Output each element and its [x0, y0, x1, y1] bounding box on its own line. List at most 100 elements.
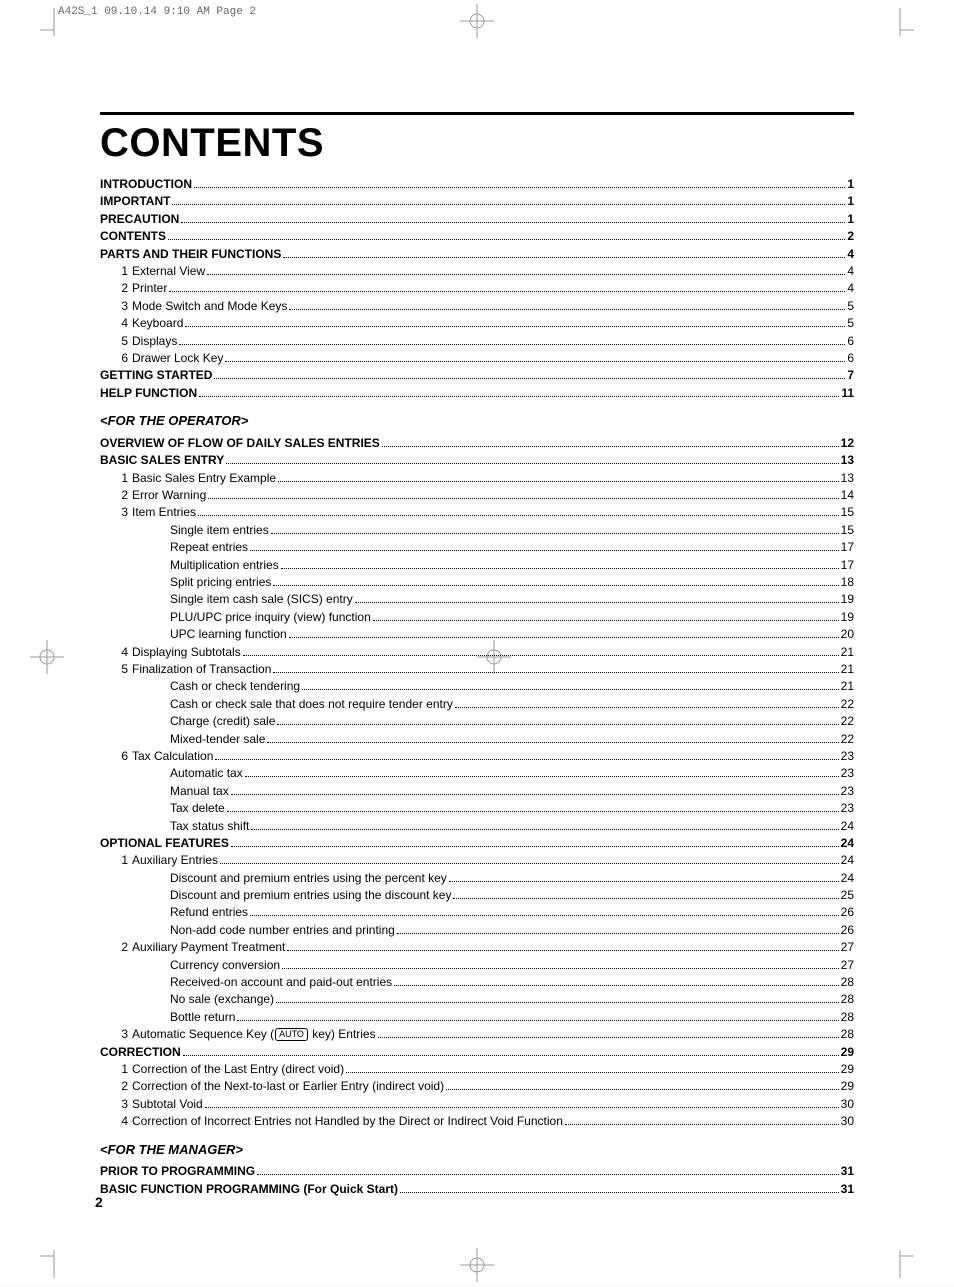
- toc-label: Correction of Incorrect Entries not Hand…: [132, 1113, 563, 1130]
- toc-page: 1: [847, 193, 854, 210]
- toc-leader: [397, 924, 839, 934]
- toc-leader: [214, 370, 845, 380]
- toc-page: 21: [841, 678, 854, 695]
- toc-label: PLU/UPC price inquiry (view) function: [170, 609, 371, 626]
- toc-label: Multiplication entries: [170, 557, 279, 574]
- toc-page: 23: [841, 748, 854, 765]
- toc-leader: [226, 455, 838, 465]
- toc-label: CORRECTION: [100, 1044, 181, 1061]
- toc-number: 5: [118, 661, 132, 678]
- toc-label: IMPORTANT: [100, 193, 170, 210]
- toc-label: Error Warning: [132, 487, 206, 504]
- toc-leader: [257, 1166, 839, 1176]
- toc-page: 4: [847, 263, 854, 280]
- toc-number: 4: [118, 644, 132, 661]
- toc-label: Non-add code number entries and printing: [170, 922, 395, 939]
- toc-leader: [220, 855, 839, 865]
- toc-leader: [205, 1098, 839, 1108]
- toc-leader: [185, 318, 845, 328]
- toc-number: 4: [118, 315, 132, 332]
- toc-page: 15: [841, 504, 854, 521]
- toc-label: Charge (credit) sale: [170, 713, 275, 730]
- toc-page: 27: [841, 957, 854, 974]
- toc-row: 5Displays6: [100, 333, 854, 350]
- toc-page: 4: [847, 280, 854, 297]
- toc-leader: [207, 265, 845, 275]
- toc-row: Single item cash sale (SICS) entry19: [100, 591, 854, 608]
- toc-page: 27: [841, 939, 854, 956]
- toc-leader: [172, 196, 845, 206]
- toc-row: No sale (exchange)28: [100, 991, 854, 1008]
- toc-leader: [250, 907, 839, 917]
- page-title: CONTENTS: [100, 121, 854, 166]
- toc-row: Refund entries26: [100, 904, 854, 921]
- toc-page: 4: [847, 246, 854, 263]
- toc-page: 24: [841, 835, 854, 852]
- toc-leader: [237, 1011, 838, 1021]
- toc-row: BASIC SALES ENTRY13: [100, 452, 854, 469]
- toc-label: Repeat entries: [170, 539, 248, 556]
- toc-section-header: <FOR THE OPERATOR>: [100, 412, 854, 431]
- toc-label: Displaying Subtotals: [132, 644, 241, 661]
- crop-mark-icon: [40, 1250, 68, 1278]
- toc-row: PRECAUTION1: [100, 211, 854, 228]
- toc-label: Discount and premium entries using the d…: [170, 887, 451, 904]
- toc-number: 2: [118, 939, 132, 956]
- toc-leader: [273, 576, 838, 586]
- toc-page: 5: [847, 298, 854, 315]
- auto-key-icon: AUTO: [275, 1028, 308, 1041]
- toc-row: PRIOR TO PROGRAMMING31: [100, 1163, 854, 1180]
- toc-leader: [276, 994, 839, 1004]
- toc-page: 23: [841, 765, 854, 782]
- toc-row: INTRODUCTION 1: [100, 176, 854, 193]
- toc-label: Displays: [132, 333, 177, 350]
- toc-label: Auxiliary Payment Treatment: [132, 939, 285, 956]
- toc-number: 3: [118, 298, 132, 315]
- toc-page: 1: [847, 176, 854, 193]
- toc-label: External View: [132, 263, 205, 280]
- toc-row: 1Correction of the Last Entry (direct vo…: [100, 1061, 854, 1078]
- toc-leader: [199, 387, 839, 397]
- toc-row: Bottle return28: [100, 1009, 854, 1026]
- toc-leader: [446, 1081, 839, 1091]
- toc-section-header: <FOR THE MANAGER>: [100, 1141, 854, 1160]
- toc-leader: [231, 785, 839, 795]
- toc-page: 23: [841, 783, 854, 800]
- toc-label: Basic Sales Entry Example: [132, 470, 276, 487]
- toc-page: 7: [847, 367, 854, 384]
- toc-label: OVERVIEW OF FLOW OF DAILY SALES ENTRIES: [100, 435, 380, 452]
- toc-label: Cash or check sale that does not require…: [170, 696, 453, 713]
- crop-mark-icon: [886, 8, 914, 36]
- toc-row: 6Tax Calculation23: [100, 748, 854, 765]
- toc-label: Tax status shift: [170, 818, 249, 835]
- toc-row: CONTENTS2: [100, 228, 854, 245]
- toc-leader: [198, 507, 839, 517]
- registration-mark-icon: [30, 640, 64, 674]
- toc-leader: [179, 335, 845, 345]
- toc-row: 6Drawer Lock Key6: [100, 350, 854, 367]
- toc-page: 2: [847, 228, 854, 245]
- toc-label: INTRODUCTION: [100, 176, 192, 193]
- toc-label: Item Entries: [132, 504, 196, 521]
- toc-leader: [282, 959, 839, 969]
- toc-label: UPC learning function: [170, 626, 287, 643]
- content-column: CONTENTS INTRODUCTION1IMPORTANT1PRECAUTI…: [100, 112, 854, 1226]
- toc-row: Discount and premium entries using the d…: [100, 887, 854, 904]
- toc-page: 29: [841, 1044, 854, 1061]
- toc-label: Cash or check tendering: [170, 678, 300, 695]
- toc-leader: [243, 646, 839, 656]
- toc-label: Currency conversion: [170, 957, 280, 974]
- toc-row: Repeat entries17: [100, 539, 854, 556]
- toc-number: 3: [118, 1026, 132, 1043]
- toc-number: 1: [118, 1061, 132, 1078]
- toc-row: Cash or check sale that does not require…: [100, 696, 854, 713]
- crop-mark-icon: [886, 1250, 914, 1278]
- toc-label: Subtotal Void: [132, 1096, 203, 1113]
- toc-row: Non-add code number entries and printing…: [100, 922, 854, 939]
- registration-mark-icon: [460, 4, 494, 38]
- toc-row: PLU/UPC price inquiry (view) function19: [100, 609, 854, 626]
- toc-row: CORRECTION 29: [100, 1044, 854, 1061]
- toc-page: 13: [841, 470, 854, 487]
- toc-leader: [273, 663, 838, 673]
- toc-leader: [283, 248, 845, 258]
